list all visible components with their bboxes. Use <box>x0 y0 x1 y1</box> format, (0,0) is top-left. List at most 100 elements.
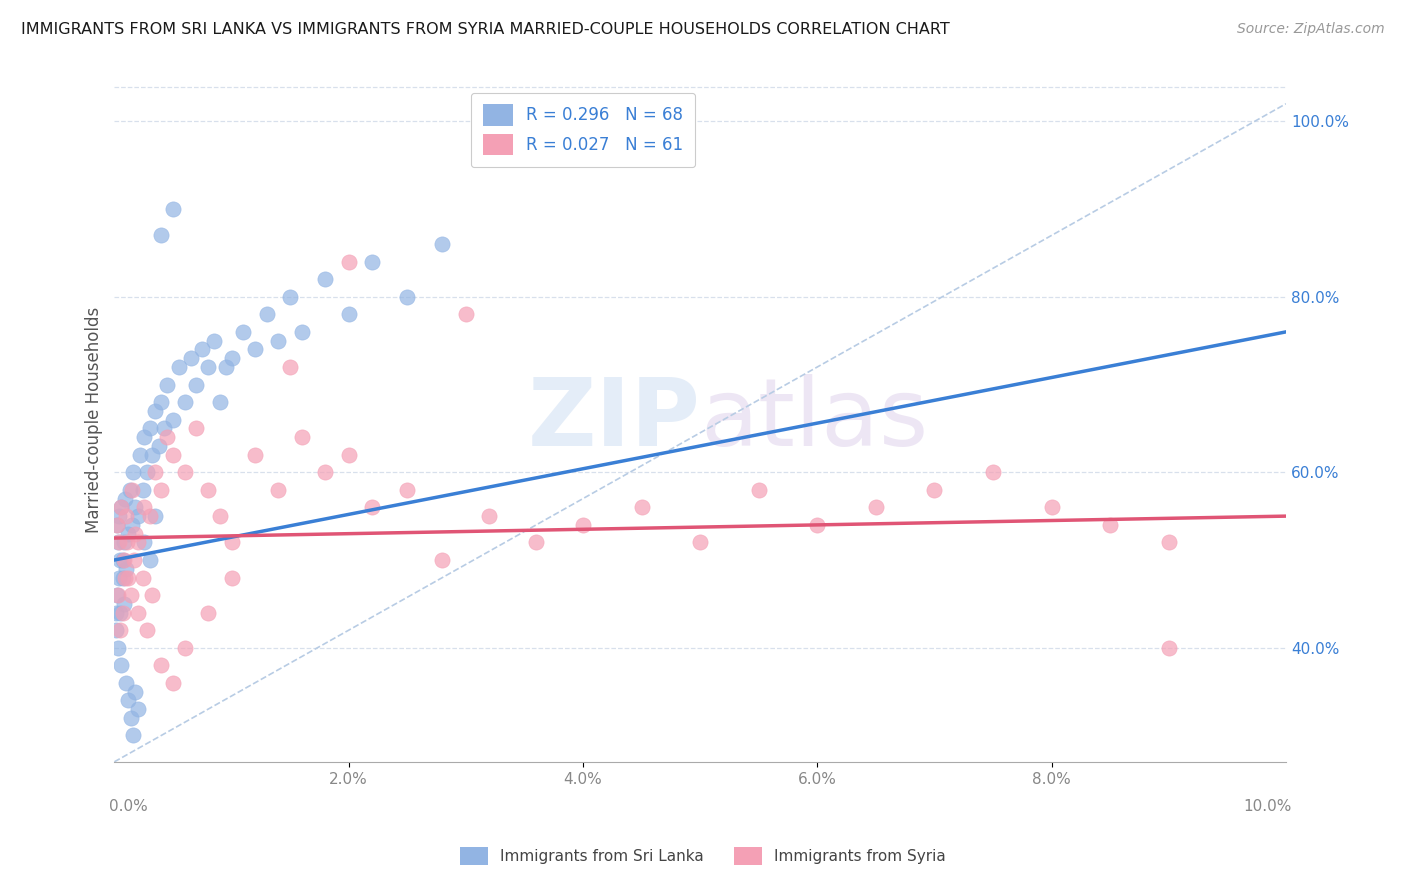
Point <box>104 623 127 637</box>
Point <box>173 395 195 409</box>
Point <box>127 702 149 716</box>
Point <box>156 430 179 444</box>
Point <box>136 465 159 479</box>
Point <box>1157 640 1180 655</box>
Point <box>208 509 231 524</box>
Point <box>112 535 135 549</box>
Point <box>748 483 770 497</box>
Point <box>110 500 132 515</box>
Point <box>361 500 384 515</box>
Point <box>129 448 152 462</box>
Point <box>124 500 146 515</box>
Point <box>361 254 384 268</box>
Point <box>120 588 142 602</box>
Point <box>173 465 195 479</box>
Point <box>314 272 336 286</box>
Point <box>337 448 360 462</box>
Point <box>122 729 145 743</box>
Point <box>215 359 238 374</box>
Legend: Immigrants from Sri Lanka, Immigrants from Syria: Immigrants from Sri Lanka, Immigrants fr… <box>454 841 952 871</box>
Point <box>124 526 146 541</box>
Point <box>221 535 243 549</box>
Point <box>162 675 184 690</box>
Point <box>162 448 184 462</box>
Point <box>107 640 129 655</box>
Point <box>127 535 149 549</box>
Point <box>115 509 138 524</box>
Point <box>202 334 225 348</box>
Point <box>243 343 266 357</box>
Point <box>173 640 195 655</box>
Point <box>197 483 219 497</box>
Point <box>115 562 138 576</box>
Point <box>121 517 143 532</box>
Point <box>145 465 167 479</box>
Point <box>191 343 214 357</box>
Point <box>117 570 139 584</box>
Point <box>115 675 138 690</box>
Point <box>138 421 160 435</box>
Point <box>208 395 231 409</box>
Point <box>186 377 208 392</box>
Point <box>117 526 139 541</box>
Point <box>1099 517 1122 532</box>
Point <box>150 228 173 243</box>
Point <box>689 535 711 549</box>
Point <box>478 509 501 524</box>
Point <box>108 509 131 524</box>
Point <box>110 500 132 515</box>
Point <box>136 623 159 637</box>
Point <box>630 500 652 515</box>
Y-axis label: Married-couple Households: Married-couple Households <box>86 307 103 533</box>
Point <box>124 684 146 698</box>
Point <box>243 448 266 462</box>
Point <box>256 307 278 321</box>
Point <box>132 535 155 549</box>
Point <box>396 483 419 497</box>
Point <box>197 606 219 620</box>
Point <box>118 483 141 497</box>
Point <box>221 351 243 366</box>
Text: Source: ZipAtlas.com: Source: ZipAtlas.com <box>1237 22 1385 37</box>
Point <box>145 509 167 524</box>
Point <box>110 553 132 567</box>
Point <box>105 588 128 602</box>
Point <box>141 588 163 602</box>
Point <box>432 237 454 252</box>
Text: ZIP: ZIP <box>527 374 700 466</box>
Point <box>141 448 163 462</box>
Text: 10.0%: 10.0% <box>1243 799 1292 814</box>
Point <box>865 500 887 515</box>
Point <box>111 606 134 620</box>
Point <box>132 500 155 515</box>
Point <box>104 606 127 620</box>
Point <box>291 325 314 339</box>
Point <box>120 711 142 725</box>
Point <box>524 535 547 549</box>
Point <box>117 693 139 707</box>
Point <box>572 517 595 532</box>
Point <box>396 290 419 304</box>
Point <box>267 483 290 497</box>
Point <box>278 290 301 304</box>
Point <box>148 439 170 453</box>
Point <box>162 412 184 426</box>
Text: atlas: atlas <box>700 374 928 466</box>
Point <box>1157 535 1180 549</box>
Point <box>162 202 184 216</box>
Point <box>150 658 173 673</box>
Point <box>1040 500 1063 515</box>
Point <box>138 553 160 567</box>
Point <box>186 421 208 435</box>
Point <box>117 535 139 549</box>
Point <box>278 359 301 374</box>
Point <box>132 430 155 444</box>
Point <box>180 351 202 366</box>
Point <box>197 359 219 374</box>
Point <box>108 535 131 549</box>
Point <box>806 517 828 532</box>
Point <box>114 491 136 506</box>
Point <box>337 307 360 321</box>
Point <box>127 509 149 524</box>
Point <box>291 430 314 444</box>
